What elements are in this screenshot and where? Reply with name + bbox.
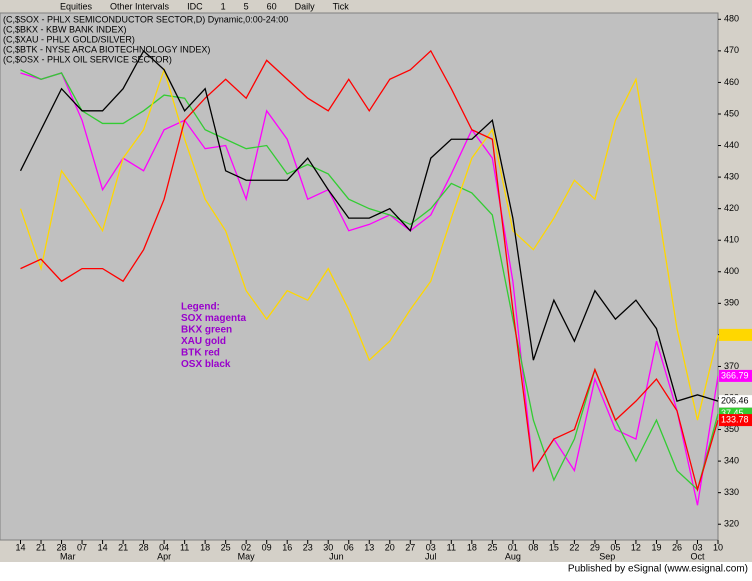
x-tick-label: 10 bbox=[713, 542, 723, 552]
x-tick-label: 21 bbox=[36, 542, 46, 552]
legend-annotation: OSX black bbox=[181, 359, 231, 370]
toolbar-item[interactable]: 1 bbox=[221, 1, 226, 11]
y-tick-label: 370 bbox=[724, 361, 739, 371]
last-value-label: 366.79 bbox=[721, 370, 749, 380]
x-tick-label: 29 bbox=[590, 542, 600, 552]
y-tick-label: 340 bbox=[724, 455, 739, 465]
y-tick-label: 480 bbox=[724, 14, 739, 24]
legend-annotation: BKX green bbox=[181, 325, 232, 336]
x-tick-label: 18 bbox=[200, 542, 210, 552]
month-label: Jul bbox=[425, 551, 437, 561]
last-value-label: 206.46 bbox=[721, 396, 749, 406]
x-tick-label: 15 bbox=[549, 542, 559, 552]
y-tick-label: 470 bbox=[724, 45, 739, 55]
x-tick-label: 19 bbox=[651, 542, 661, 552]
y-tick-label: 390 bbox=[724, 298, 739, 308]
x-tick-label: 18 bbox=[467, 542, 477, 552]
header-line: (C,$XAU - PHLX GOLD/SILVER) bbox=[3, 34, 135, 44]
y-tick-label: 460 bbox=[724, 77, 739, 87]
series-line bbox=[20, 72, 719, 506]
x-tick-label: 03 bbox=[692, 542, 702, 552]
toolbar-item[interactable]: 5 bbox=[244, 1, 249, 11]
x-tick-label: 01 bbox=[508, 542, 518, 552]
month-label: Sep bbox=[599, 551, 615, 561]
last-value-box bbox=[719, 395, 752, 408]
x-tick-label: 14 bbox=[16, 542, 26, 552]
month-label: Apr bbox=[157, 551, 171, 561]
toolbar-item[interactable]: Other Intervals bbox=[110, 1, 170, 11]
last-value-box bbox=[719, 414, 752, 427]
x-tick-label: 26 bbox=[672, 542, 682, 552]
x-tick-label: 28 bbox=[139, 542, 149, 552]
y-tick-label: 440 bbox=[724, 140, 739, 150]
y-tick-label: 430 bbox=[724, 171, 739, 181]
series-line bbox=[19, 67, 719, 421]
x-tick-label: 22 bbox=[569, 542, 579, 552]
month-label: Aug bbox=[505, 551, 521, 561]
x-tick-label: 07 bbox=[77, 542, 87, 552]
x-tick-label: 08 bbox=[528, 542, 538, 552]
x-tick-label: 09 bbox=[262, 542, 272, 552]
x-tick-label: 12 bbox=[631, 542, 641, 552]
toolbar-item[interactable]: Equities bbox=[60, 1, 93, 11]
x-tick-label: 28 bbox=[57, 542, 67, 552]
legend-annotation: BTK red bbox=[181, 348, 220, 359]
month-label: Oct bbox=[690, 551, 705, 561]
toolbar-item[interactable]: 60 bbox=[267, 1, 277, 11]
footer-bar bbox=[0, 562, 752, 576]
x-tick-label: 21 bbox=[118, 542, 128, 552]
toolbar-item[interactable]: IDC bbox=[187, 1, 203, 11]
x-tick-label: 02 bbox=[241, 542, 251, 552]
y-tick-label: 330 bbox=[724, 487, 739, 497]
y-tick-label: 350 bbox=[724, 424, 739, 434]
y-tick-label: 400 bbox=[724, 266, 739, 276]
series-line bbox=[20, 49, 719, 492]
month-label: May bbox=[238, 551, 256, 561]
last-value-box bbox=[719, 328, 752, 341]
x-tick-label: 27 bbox=[405, 542, 415, 552]
x-tick-label: 30 bbox=[323, 542, 333, 552]
legend-annotation: XAU gold bbox=[181, 336, 226, 347]
last-value-label: 133.78 bbox=[721, 414, 749, 424]
x-tick-label: 16 bbox=[282, 542, 292, 552]
legend-annotation: SOX magenta bbox=[181, 313, 246, 324]
x-tick-label: 23 bbox=[303, 542, 313, 552]
month-label: Mar bbox=[60, 551, 76, 561]
y-tick-label: 450 bbox=[724, 108, 739, 118]
header-line: (C,$BTK - NYSE ARCA BIOTECHNOLOGY INDEX) bbox=[3, 44, 210, 54]
last-value-box bbox=[719, 369, 752, 382]
header-line: (C,$OSX - PHLX OIL SERVICE SECTOR) bbox=[3, 54, 172, 64]
header-line: (C,$BKX - KBW BANK INDEX) bbox=[3, 24, 127, 34]
x-tick-label: 05 bbox=[610, 542, 620, 552]
x-tick-label: 13 bbox=[364, 542, 374, 552]
footer: Published by eSignal (www.esignal.com) bbox=[568, 564, 748, 575]
x-tick-label: 11 bbox=[180, 542, 189, 552]
y-tick-label: 420 bbox=[724, 203, 739, 213]
x-tick-label: 11 bbox=[447, 542, 456, 552]
month-label: Jun bbox=[329, 551, 344, 561]
plot-area bbox=[0, 12, 719, 541]
x-tick-label: 25 bbox=[487, 542, 497, 552]
y-tick-label: 320 bbox=[724, 519, 739, 529]
x-tick-label: 04 bbox=[159, 542, 169, 552]
toolbar-item[interactable]: Tick bbox=[333, 1, 350, 11]
y-tick-label: 410 bbox=[724, 235, 739, 245]
x-tick-label: 06 bbox=[344, 542, 354, 552]
x-tick-label: 25 bbox=[221, 542, 231, 552]
series-line bbox=[19, 49, 719, 402]
x-tick-label: 20 bbox=[385, 542, 395, 552]
last-value-label: 37.45 bbox=[721, 408, 744, 418]
x-tick-label: 03 bbox=[426, 542, 436, 552]
toolbar-item[interactable]: Daily bbox=[295, 1, 316, 11]
legend-annotation: Legend: bbox=[181, 302, 220, 313]
x-tick-label: 14 bbox=[98, 542, 108, 552]
header-line: (C,$SOX - PHLX SEMICONDUCTOR SECTOR,D) D… bbox=[3, 14, 288, 24]
